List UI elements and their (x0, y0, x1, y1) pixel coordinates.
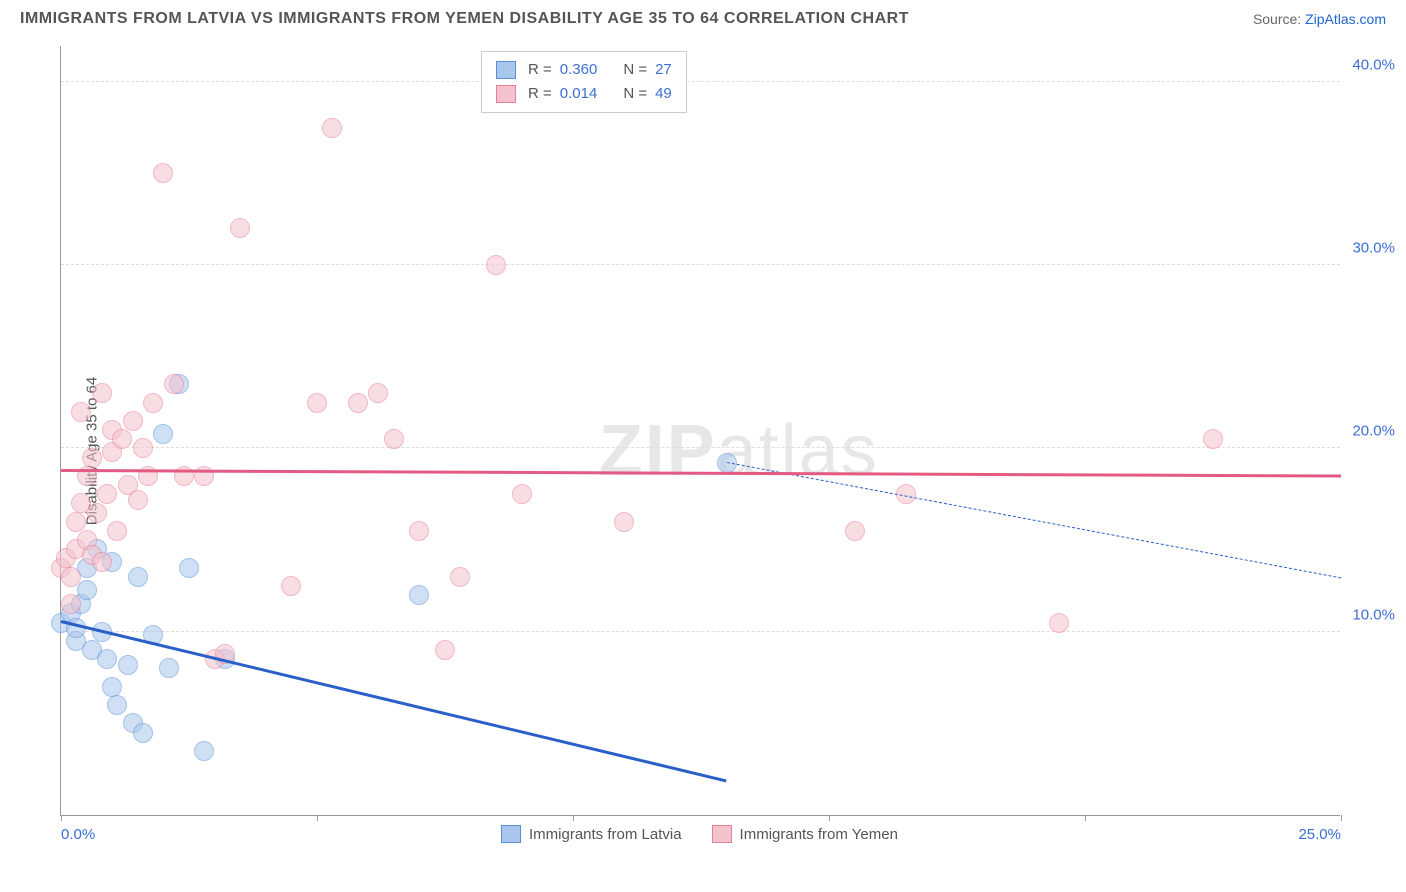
data-point (281, 576, 301, 596)
trendline (61, 620, 727, 782)
y-tick-label: 20.0% (1352, 423, 1395, 440)
data-point (159, 658, 179, 678)
data-point (82, 448, 102, 468)
data-point (486, 255, 506, 275)
gridline (61, 631, 1340, 632)
r-value: 0.014 (560, 82, 598, 106)
data-point (102, 677, 122, 697)
data-point (179, 558, 199, 578)
data-point (92, 552, 112, 572)
x-tick (317, 815, 318, 821)
data-point (97, 484, 117, 504)
source-link[interactable]: ZipAtlas.com (1305, 11, 1386, 27)
data-point (845, 521, 865, 541)
data-point (97, 649, 117, 669)
x-tick (573, 815, 574, 821)
data-point (107, 521, 127, 541)
data-point (128, 490, 148, 510)
trendline-extrapolated (727, 462, 1342, 578)
correlation-legend: R = 0.360 N = 27 R = 0.014 N = 49 (481, 51, 687, 113)
data-point (133, 723, 153, 743)
data-point (450, 567, 470, 587)
plot-area: ZIPatlas 10.0%20.0%30.0%40.0%0.0%25.0%R … (60, 46, 1340, 816)
chart-container: Disability Age 35 to 64 ZIPatlas 10.0%20… (10, 36, 1396, 866)
x-tick (61, 815, 62, 821)
data-point (128, 567, 148, 587)
data-point (87, 503, 107, 523)
data-point (368, 383, 388, 403)
data-point (71, 402, 91, 422)
series-legend: Immigrants from Latvia Immigrants from Ye… (501, 825, 898, 843)
data-point (153, 424, 173, 444)
legend-swatch (496, 61, 516, 79)
data-point (61, 567, 81, 587)
series-name: Immigrants from Latvia (529, 826, 682, 843)
chart-title: IMMIGRANTS FROM LATVIA VS IMMIGRANTS FRO… (20, 10, 909, 28)
r-label: R = (528, 82, 552, 106)
legend-swatch (496, 85, 516, 103)
source-prefix: Source: (1253, 11, 1305, 27)
data-point (322, 118, 342, 138)
x-tick-label: 25.0% (1298, 826, 1341, 843)
x-tick (829, 815, 830, 821)
data-point (1049, 613, 1069, 633)
data-point (435, 640, 455, 660)
n-label: N = (623, 58, 647, 82)
legend-item: Immigrants from Yemen (712, 825, 898, 843)
n-label: N = (623, 82, 647, 106)
x-tick-label: 0.0% (61, 826, 95, 843)
data-point (118, 655, 138, 675)
data-point (384, 429, 404, 449)
data-point (123, 411, 143, 431)
y-tick-label: 10.0% (1352, 606, 1395, 623)
data-point (1203, 429, 1223, 449)
gridline (61, 81, 1340, 82)
data-point (348, 393, 368, 413)
n-value: 27 (655, 58, 672, 82)
legend-swatch (712, 825, 732, 843)
data-point (307, 393, 327, 413)
data-point (112, 429, 132, 449)
data-point (61, 594, 81, 614)
data-point (143, 393, 163, 413)
data-point (92, 383, 112, 403)
source-attribution: Source: ZipAtlas.com (1253, 11, 1386, 27)
data-point (409, 585, 429, 605)
y-tick-label: 30.0% (1352, 240, 1395, 257)
data-point (77, 580, 97, 600)
data-point (512, 484, 532, 504)
legend-row: R = 0.014 N = 49 (496, 82, 672, 106)
watermark-text: ZIPatlas (599, 410, 879, 492)
gridline (61, 264, 1340, 265)
legend-row: R = 0.360 N = 27 (496, 58, 672, 82)
x-tick (1085, 815, 1086, 821)
chart-header: IMMIGRANTS FROM LATVIA VS IMMIGRANTS FRO… (10, 10, 1396, 36)
data-point (164, 374, 184, 394)
legend-item: Immigrants from Latvia (501, 825, 682, 843)
r-value: 0.360 (560, 58, 598, 82)
legend-swatch (501, 825, 521, 843)
data-point (107, 695, 127, 715)
data-point (409, 521, 429, 541)
x-tick (1341, 815, 1342, 821)
n-value: 49 (655, 82, 672, 106)
trendline (61, 469, 1341, 477)
gridline (61, 447, 1340, 448)
r-label: R = (528, 58, 552, 82)
y-tick-label: 40.0% (1352, 56, 1395, 73)
data-point (133, 438, 153, 458)
data-point (230, 218, 250, 238)
data-point (153, 163, 173, 183)
series-name: Immigrants from Yemen (740, 826, 898, 843)
data-point (194, 741, 214, 761)
data-point (66, 512, 86, 532)
data-point (614, 512, 634, 532)
